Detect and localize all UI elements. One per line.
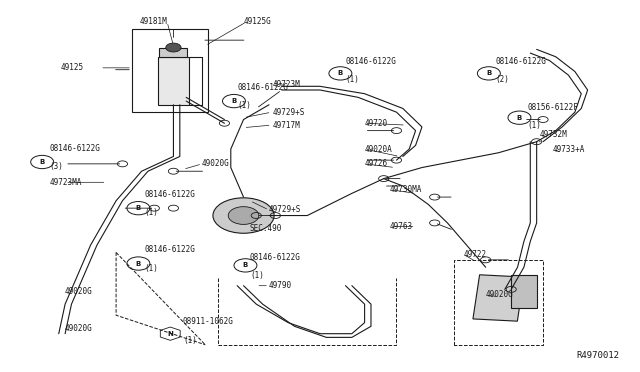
Text: (1): (1) [250, 271, 264, 280]
Text: 49125G: 49125G [244, 17, 271, 26]
Text: 49763: 49763 [390, 222, 413, 231]
Text: 49726: 49726 [365, 159, 388, 169]
Text: 49020G: 49020G [486, 291, 513, 299]
Text: 49723MA: 49723MA [49, 178, 81, 187]
Text: 08156-6122F: 08156-6122F [527, 103, 578, 112]
Text: 49733+A: 49733+A [552, 145, 585, 154]
Text: 08146-6122G: 08146-6122G [346, 57, 396, 66]
Text: N: N [167, 331, 173, 337]
Text: B: B [243, 262, 248, 268]
Text: 49125: 49125 [61, 63, 84, 72]
Bar [511, 275, 537, 308]
Text: 49181M: 49181M [140, 17, 167, 26]
Text: 08146-6122G: 08146-6122G [250, 253, 301, 262]
Text: (1): (1) [183, 336, 197, 344]
Text: (1): (1) [346, 75, 360, 84]
Text: B: B [517, 115, 522, 121]
Text: 49722: 49722 [463, 250, 486, 259]
Bar [159, 48, 188, 57]
Circle shape [213, 198, 274, 233]
Text: (1): (1) [527, 121, 541, 131]
Circle shape [228, 207, 259, 224]
Text: 08146-6122G: 08146-6122G [237, 83, 288, 92]
Text: B: B [136, 260, 141, 266]
Text: B: B [40, 159, 45, 165]
Text: 49729+S: 49729+S [272, 108, 305, 117]
Text: R4970012: R4970012 [577, 350, 620, 359]
Text: (1): (1) [145, 263, 159, 273]
Text: (1): (1) [145, 208, 159, 217]
Bar [157, 57, 189, 105]
Text: 49020A: 49020A [365, 145, 392, 154]
Text: 08146-6122G: 08146-6122G [145, 190, 196, 199]
Bar [473, 275, 524, 321]
Circle shape [166, 43, 181, 52]
Text: 08146-6122G: 08146-6122G [495, 57, 546, 66]
Text: 49020G: 49020G [65, 287, 93, 296]
Text: SEC.490: SEC.490 [250, 224, 282, 233]
Text: 49790: 49790 [269, 281, 292, 290]
Text: 49020G: 49020G [202, 159, 230, 169]
Bar [132, 29, 209, 112]
Text: (1): (1) [237, 101, 251, 110]
Text: (2): (2) [495, 75, 509, 84]
Text: 49732M: 49732M [540, 130, 568, 139]
Text: 08911-1062G: 08911-1062G [183, 317, 234, 326]
Text: 08146-6122G: 08146-6122G [49, 144, 100, 153]
Text: B: B [486, 70, 492, 76]
Text: (3): (3) [49, 162, 63, 171]
Text: 49717M: 49717M [272, 121, 300, 129]
Text: 49020G: 49020G [65, 324, 93, 333]
Text: 08146-6122G: 08146-6122G [145, 245, 196, 254]
Text: 49720: 49720 [365, 119, 388, 128]
Text: B: B [338, 70, 343, 76]
Text: B: B [231, 98, 237, 104]
Text: 49730MA: 49730MA [390, 185, 422, 194]
Text: 49723M: 49723M [272, 80, 300, 89]
Text: B: B [136, 205, 141, 211]
Text: 49729+S: 49729+S [269, 205, 301, 215]
